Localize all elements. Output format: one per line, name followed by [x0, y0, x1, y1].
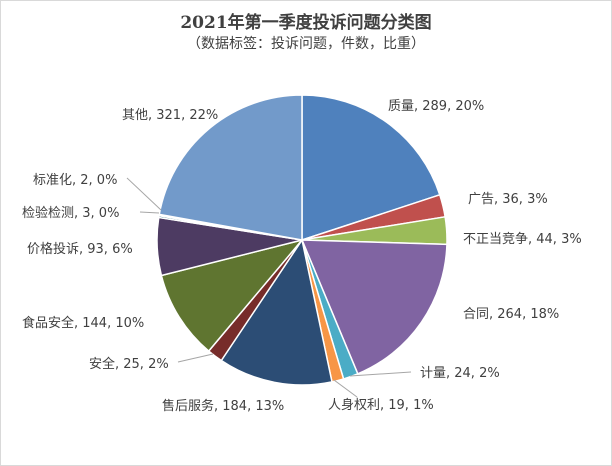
pie-slice-食品安全	[160, 238, 305, 353]
data-label-检验检测: 检验检测, 3, 0%	[22, 205, 119, 221]
data-label-广告: 广告, 36, 3%	[468, 192, 548, 207]
pie-slice-合同	[300, 239, 448, 375]
leader-line-计量	[349, 371, 412, 377]
data-labels: 质量, 289, 20% 广告, 36, 3% 不正当竞争, 44, 3% 合同, 2…	[22, 99, 582, 414]
leader-line-安全	[177, 353, 214, 363]
pie-slices	[156, 94, 448, 386]
leader-line-标准化	[126, 177, 162, 211]
data-label-安全: 安全, 25, 2%	[89, 356, 169, 372]
leader-lines	[126, 177, 412, 398]
chart-subtitle: （数据标签：投诉问题，件数，比重）	[187, 36, 425, 52]
data-label-价格投诉: 价格投诉, 93, 6%	[27, 241, 133, 257]
data-label-售后服务: 售后服务, 184, 13%	[162, 398, 284, 414]
data-label-质量: 质量, 289, 20%	[388, 99, 484, 114]
pie-slice-质量	[301, 94, 441, 242]
data-label-合同: 合同, 264, 18%	[463, 307, 559, 322]
data-label-食品安全: 食品安全, 144, 10%	[22, 315, 144, 331]
data-label-不正当竞争: 不正当竞争, 44, 3%	[463, 231, 582, 247]
pie-slice-其他	[158, 94, 303, 241]
leader-line-检验检测	[139, 211, 160, 214]
data-label-计量: 计量, 24, 2%	[420, 366, 500, 381]
leader-line-人身权利	[333, 379, 358, 398]
chart-title: 2021年第一季度投诉问题分类图	[180, 13, 432, 33]
data-label-标准化: 标准化, 2, 0%	[33, 173, 117, 188]
pie-slice-售后服务	[220, 238, 333, 386]
data-label-人身权利: 人身权利, 19, 1%	[328, 397, 434, 413]
data-label-其他: 其他, 321, 22%	[122, 108, 218, 123]
